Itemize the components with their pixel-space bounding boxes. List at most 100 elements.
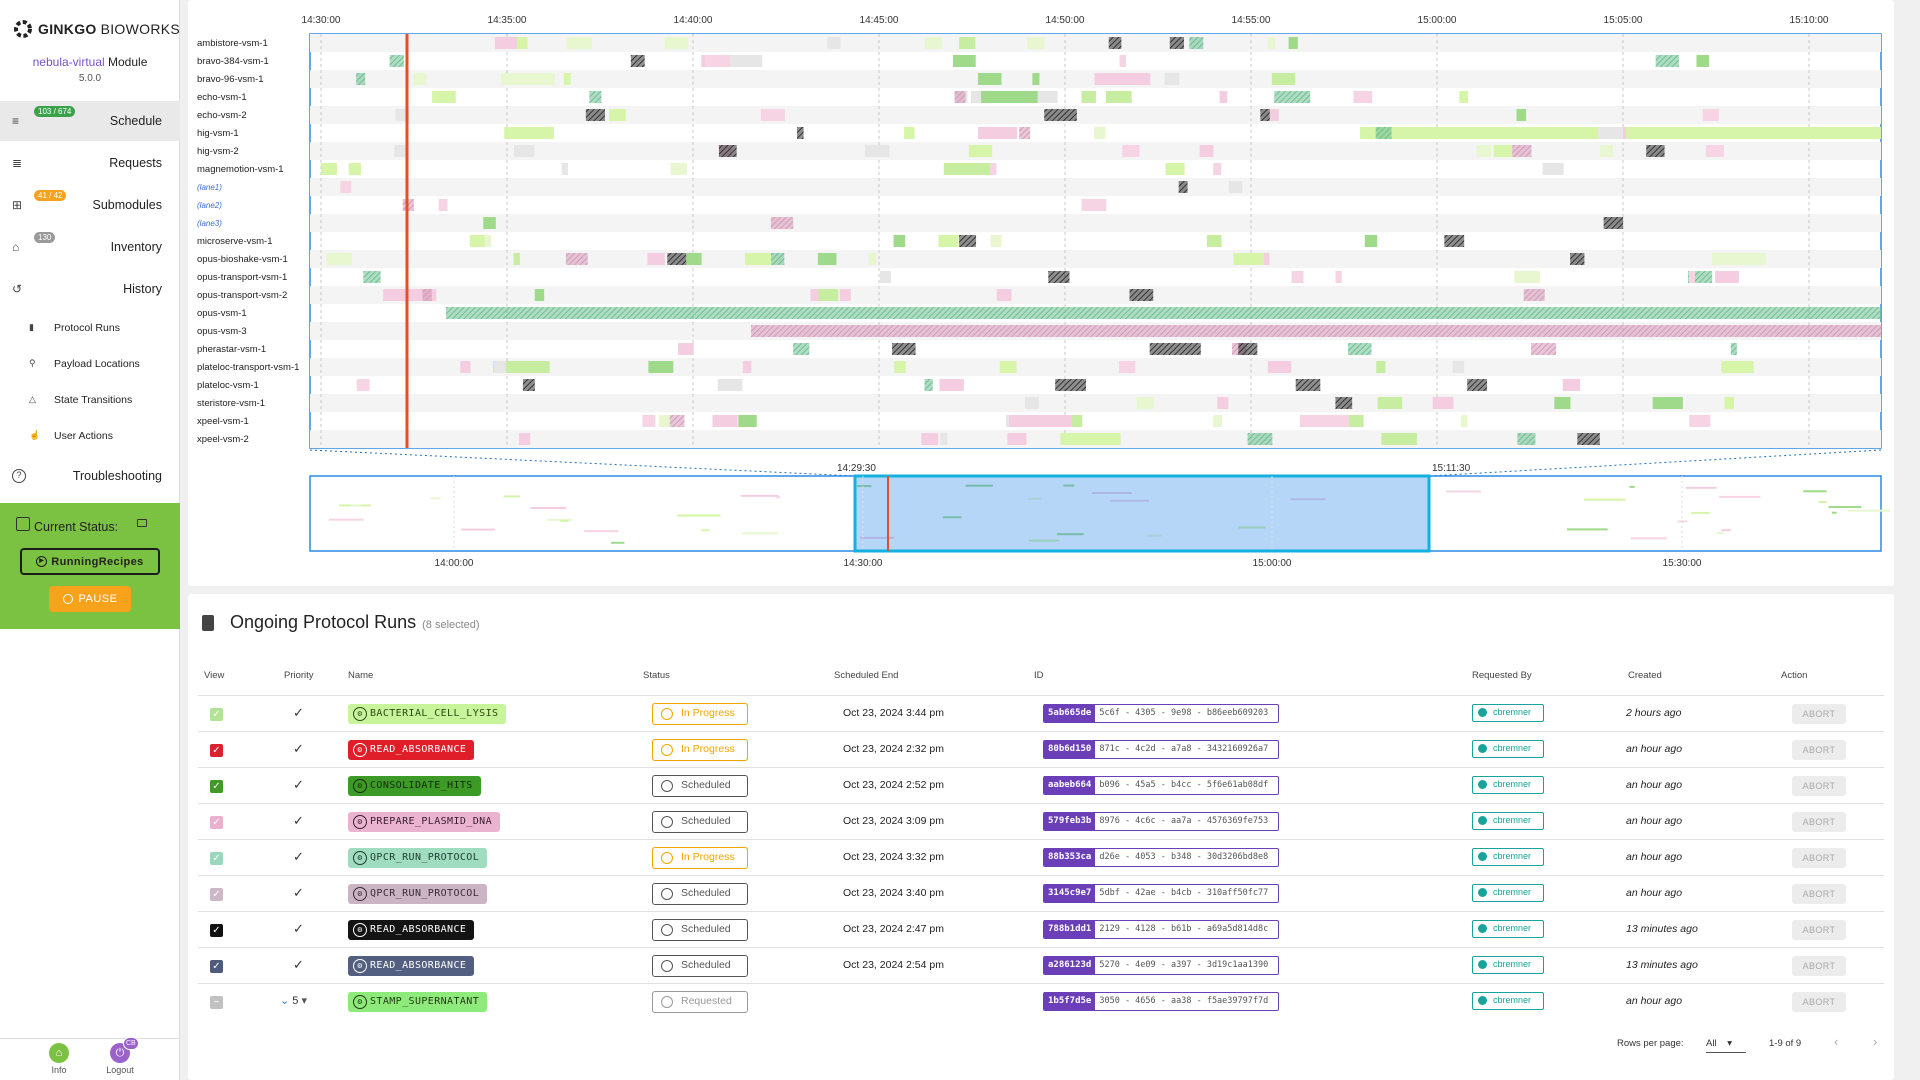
schedule-block[interactable] <box>1444 235 1465 247</box>
schedule-block[interactable] <box>1562 379 1581 391</box>
table-row[interactable]: ✓ ✓ ⚙ READ_ABSORBANCE In Progress Oct 23, 202… <box>198 731 1884 767</box>
schedule-block[interactable] <box>1476 145 1492 157</box>
schedule-block[interactable] <box>1467 379 1488 391</box>
schedule-block[interactable] <box>1712 253 1766 265</box>
schedule-block[interactable] <box>1206 235 1222 247</box>
protocol-name-pill[interactable]: ⚙ READ_ABSORBANCE <box>348 740 475 760</box>
schedule-block[interactable] <box>924 37 942 49</box>
lane-label[interactable]: steristore-vsm-1 <box>197 398 265 409</box>
abort-button[interactable]: ABORT <box>1792 956 1846 976</box>
schedule-block[interactable] <box>670 163 687 175</box>
schedule-block[interactable] <box>978 73 1002 85</box>
schedule-block[interactable] <box>760 109 785 121</box>
protocol-name-pill[interactable]: ⚙ QPCR_RUN_PROTOCOL <box>348 884 488 904</box>
schedule-block[interactable] <box>996 289 1012 301</box>
schedule-block[interactable] <box>1213 415 1222 427</box>
schedule-block[interactable] <box>1655 55 1679 67</box>
schedule-block[interactable] <box>1460 415 1468 427</box>
column-header-priority[interactable]: Priority <box>284 670 314 681</box>
schedule-block[interactable] <box>712 415 738 427</box>
schedule-block[interactable] <box>1071 415 1083 427</box>
schedule-block[interactable] <box>954 91 966 103</box>
schedule-block[interactable] <box>1189 37 1204 49</box>
schedule-block[interactable] <box>561 163 568 175</box>
schedule-block[interactable] <box>1554 397 1571 409</box>
schedule-block[interactable] <box>1199 145 1214 157</box>
lane-label[interactable]: (lane1) <box>197 183 222 192</box>
nav-sub-user-actions[interactable]: ☝ User Actions <box>0 419 180 455</box>
schedule-block[interactable] <box>1570 253 1585 265</box>
schedule-block[interactable] <box>609 109 626 121</box>
table-row[interactable]: ✓ ✓ ⚙ BACTERIAL_CELL_LYSIS In Progress Oct 23… <box>198 695 1884 731</box>
schedule-block[interactable] <box>1037 91 1058 103</box>
schedule-block[interactable] <box>1263 253 1270 265</box>
schedule-block[interactable] <box>1060 433 1121 445</box>
schedule-block[interactable] <box>943 163 990 175</box>
schedule-block[interactable] <box>924 379 933 391</box>
schedule-block[interactable] <box>460 361 471 373</box>
schedule-block[interactable] <box>1516 109 1527 121</box>
schedule-block[interactable] <box>865 145 890 157</box>
schedule-block[interactable] <box>968 145 993 157</box>
schedule-block[interactable] <box>519 433 531 445</box>
requested-by-chip[interactable]: cbremner <box>1472 848 1544 866</box>
schedule-block[interactable] <box>1375 127 1392 139</box>
schedule-block[interactable] <box>394 145 408 157</box>
schedule-block[interactable] <box>1247 433 1273 445</box>
abort-button[interactable]: ABORT <box>1792 920 1846 940</box>
schedule-block[interactable] <box>868 253 877 265</box>
logout-button[interactable]: ⏻ CB Logout <box>95 1037 145 1075</box>
schedule-block[interactable] <box>1178 181 1188 193</box>
view-checkbox[interactable]: − <box>210 996 223 1009</box>
lane-label[interactable]: opus-vsm-3 <box>197 326 247 337</box>
table-row[interactable]: ✓ ✓ ⚙ READ_ABSORBANCE Scheduled Oct 23, 2024 … <box>198 947 1884 983</box>
table-row[interactable]: ✓ ✓ ⚙ CONSOLIDATE_HITS Scheduled Oct 23, 2024… <box>198 767 1884 803</box>
schedule-block[interactable] <box>810 289 819 301</box>
next-page-icon[interactable]: › <box>1873 1034 1878 1049</box>
schedule-block[interactable] <box>894 361 906 373</box>
schedule-block[interactable] <box>321 163 337 175</box>
schedule-block[interactable] <box>1055 379 1087 391</box>
schedule-block[interactable] <box>742 361 752 373</box>
schedule-block[interactable] <box>422 289 432 301</box>
schedule-block[interactable] <box>1531 343 1557 355</box>
schedule-block[interactable] <box>1724 397 1735 409</box>
schedule-block[interactable] <box>827 37 841 49</box>
schedule-block[interactable] <box>1493 145 1513 157</box>
table-row[interactable]: ✓ ✓ ⚙ READ_ABSORBANCE Scheduled Oct 23, 2024 … <box>198 911 1884 947</box>
schedule-block[interactable] <box>1149 343 1201 355</box>
column-header-name[interactable]: Name <box>348 670 374 681</box>
run-id[interactable]: 88b353ca d26e - 4053 - b348 - 30d3206bd8e… <box>1043 848 1279 867</box>
lane-label[interactable]: microserve-vsm-1 <box>197 236 272 247</box>
protocol-name-pill[interactable]: ⚙ QPCR_RUN_PROTOCOL <box>348 848 488 868</box>
schedule-block[interactable] <box>446 307 1881 319</box>
schedule-block[interactable] <box>647 253 665 265</box>
lane-label[interactable]: hig-vsm-1 <box>197 128 239 139</box>
info-button[interactable]: ⌂ Info <box>34 1043 84 1075</box>
schedule-block[interactable] <box>563 73 571 85</box>
schedule-block[interactable] <box>1009 415 1074 427</box>
lane-label[interactable]: echo-vsm-1 <box>197 92 247 103</box>
prev-page-icon[interactable]: ‹ <box>1834 1034 1839 1049</box>
protocol-name-pill[interactable]: ⚙ CONSOLIDATE_HITS <box>348 776 481 796</box>
requested-by-chip[interactable]: cbremner <box>1472 704 1544 722</box>
schedule-block[interactable] <box>738 415 757 427</box>
schedule-block[interactable] <box>745 253 771 265</box>
schedule-block[interactable] <box>1577 433 1600 445</box>
view-checkbox[interactable]: ✓ <box>210 816 223 829</box>
schedule-block[interactable] <box>1377 397 1403 409</box>
schedule-block[interactable] <box>1288 37 1298 49</box>
lane-label[interactable]: opus-bioshake-vsm-1 <box>197 254 288 265</box>
module-name-link[interactable]: nebula-virtual <box>32 55 105 69</box>
requested-by-chip[interactable]: cbremner <box>1472 920 1544 938</box>
schedule-block[interactable] <box>977 127 1018 139</box>
comment-icon[interactable] <box>137 519 147 527</box>
schedule-block[interactable] <box>1274 91 1311 103</box>
table-row[interactable]: ✓ ✓ ⚙ QPCR_RUN_PROTOCOL In Progress Oct 23, 2… <box>198 839 1884 875</box>
view-checkbox[interactable]: ✓ <box>210 852 223 865</box>
lane-label[interactable]: bravo-384-vsm-1 <box>197 56 269 67</box>
requested-by-chip[interactable]: cbremner <box>1472 956 1544 974</box>
schedule-block[interactable] <box>513 145 535 157</box>
schedule-block[interactable] <box>438 199 448 211</box>
schedule-block[interactable] <box>959 235 977 247</box>
